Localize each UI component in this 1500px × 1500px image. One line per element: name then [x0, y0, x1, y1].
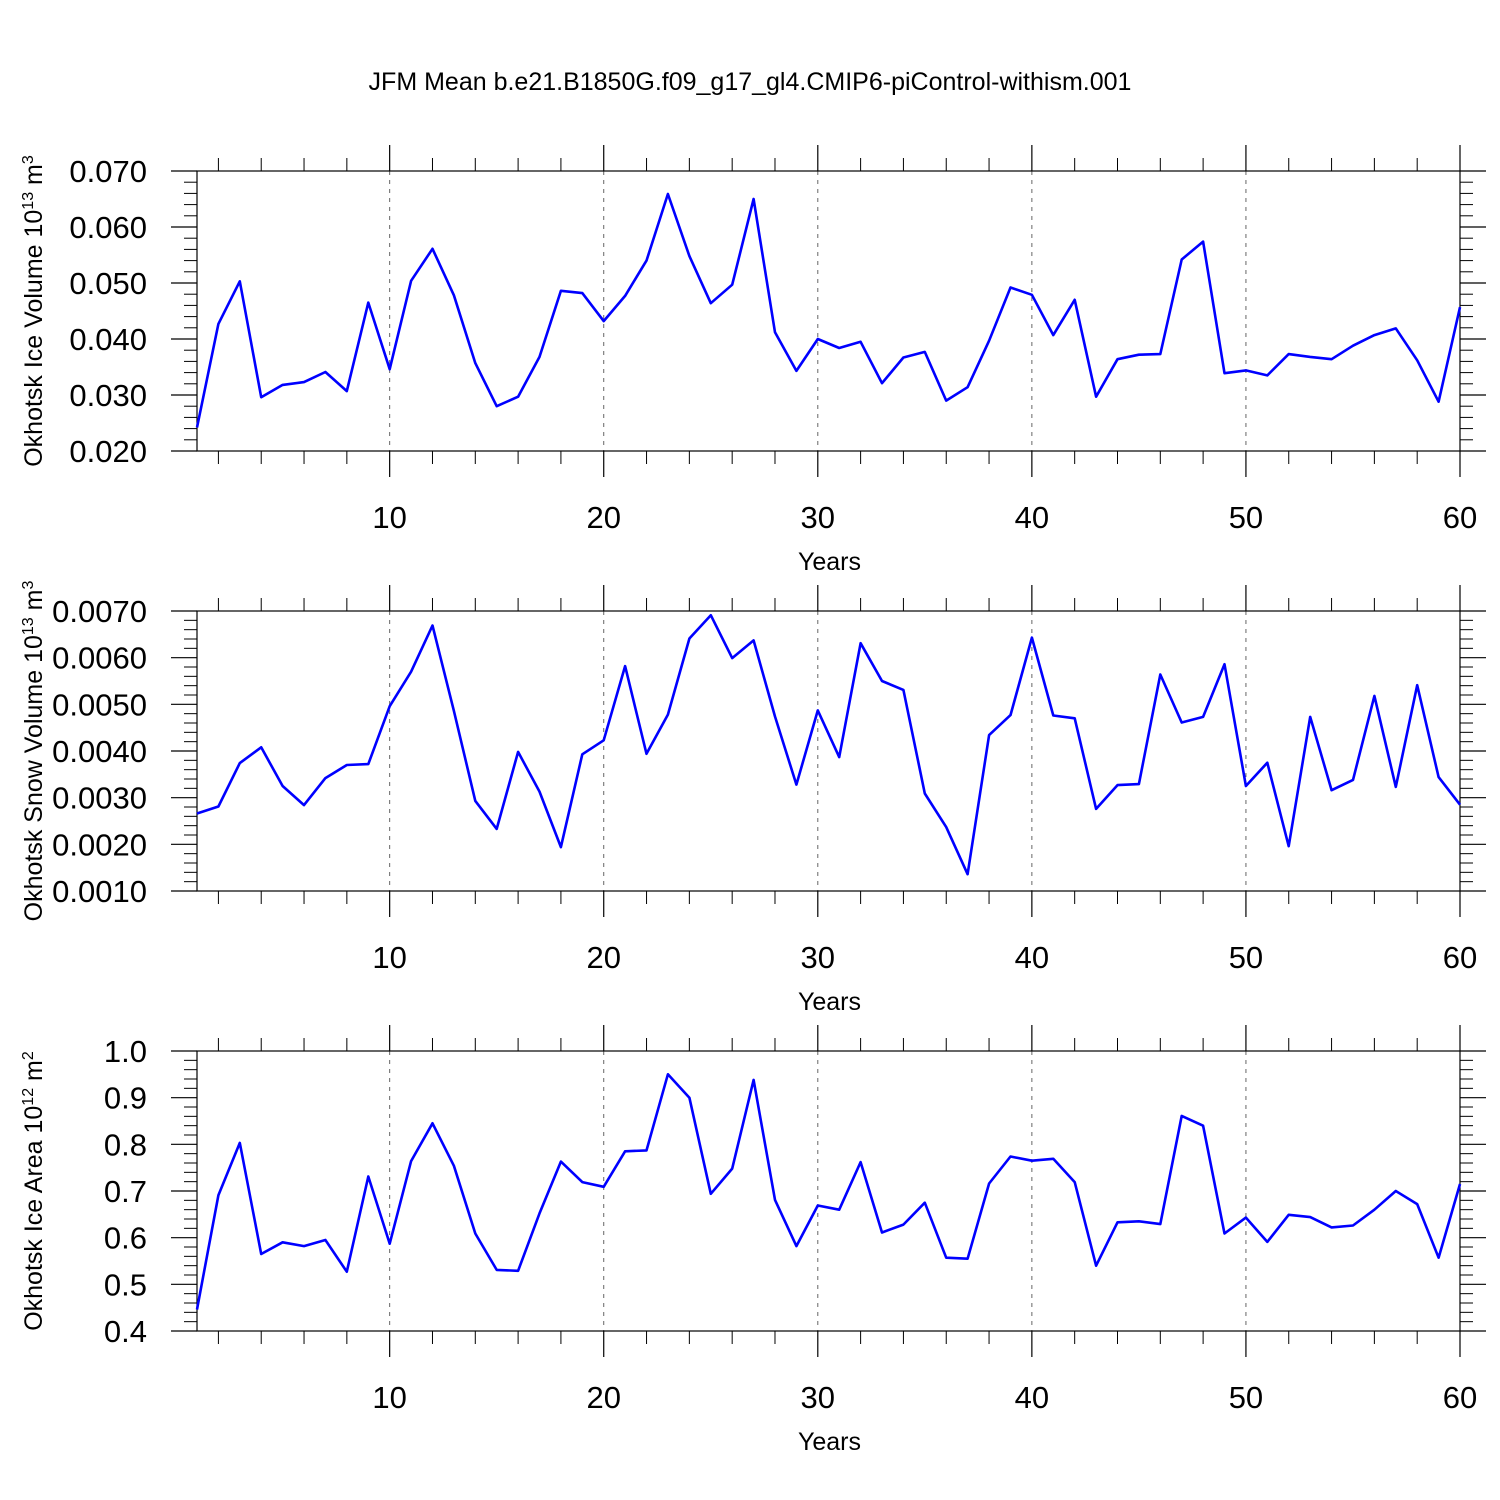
x-tick-label: 20 [586, 940, 620, 975]
y-axis-title: Okhotsk Ice Volume 1013 m3 [20, 155, 48, 467]
snow-volume-panel: 10 20 30 40 50 60 0.0010 0.0020 0.0030 0.0040 0.00… [20, 581, 1486, 1016]
x-tick-label: 40 [1015, 940, 1049, 975]
x-tick-label: 40 [1015, 500, 1049, 535]
x-tick-label: 40 [1015, 1380, 1049, 1415]
plot-frame [196, 1050, 1461, 1332]
plot-frame [196, 170, 1461, 452]
x-tick-label: 60 [1443, 1380, 1477, 1415]
y-tick-label: 0.0070 [52, 594, 147, 629]
y-axis-title: Okhotsk Ice Area 1012 m2 [20, 1051, 48, 1331]
x-tick-label: 30 [801, 940, 835, 975]
y-tick-label: 0.020 [69, 434, 147, 469]
x-tick-label: 30 [801, 500, 835, 535]
ice-volume-series-line [195, 192, 1462, 428]
y-tick-label: 1.0 [104, 1034, 147, 1069]
plot-frame [196, 610, 1461, 892]
x-tick-label: 50 [1229, 940, 1263, 975]
ice-volume-panel: 10 20 30 40 50 60 0.020 0.030 0.040 0.050 0.060 0.0… [20, 145, 1486, 576]
x-tick-label: 10 [372, 1380, 406, 1415]
y-axis-title: Okhotsk Snow Volume 1013 m3 [20, 581, 48, 922]
x-axis-title: Years [798, 1428, 861, 1456]
x-tick-label: 20 [586, 500, 620, 535]
ice-area-series-line [195, 1073, 1462, 1310]
y-tick-label: 0.0010 [52, 874, 147, 909]
x-tick-label: 50 [1229, 500, 1263, 535]
ice-area-panel: 10 20 30 40 50 60 0.4 0.5 0.6 0.7 0.8 0.9 1.0 Years Ok… [20, 1025, 1486, 1456]
y-tick-label: 0.0040 [52, 734, 147, 769]
x-tick-label: 10 [372, 940, 406, 975]
y-tick-label: 0.4 [104, 1314, 147, 1349]
y-tick-label: 0.060 [69, 210, 147, 245]
x-tick-label: 50 [1229, 1380, 1263, 1415]
x-axis-title: Years [798, 988, 861, 1016]
y-tick-label: 0.070 [69, 154, 147, 189]
x-tick-label: 60 [1443, 940, 1477, 975]
y-tick-label: 0.6 [104, 1221, 147, 1256]
y-tick-label: 0.0060 [52, 641, 147, 676]
y-tick-label: 0.030 [69, 378, 147, 413]
x-tick-label: 10 [372, 500, 406, 535]
y-tick-label: 0.0020 [52, 827, 147, 862]
y-tick-label: 0.040 [69, 322, 147, 357]
snow-volume-series-line [196, 613, 1462, 876]
y-tick-label: 0.5 [104, 1267, 147, 1302]
chart-title: JFM Mean b.e21.B1850G.f09_g17_gl4.CMIP6-… [368, 68, 1132, 96]
y-tick-label: 0.8 [104, 1127, 147, 1162]
y-tick-label: 0.050 [69, 266, 147, 301]
y-tick-label: 0.7 [104, 1174, 147, 1209]
x-tick-label: 20 [586, 1380, 620, 1415]
x-tick-label: 60 [1443, 500, 1477, 535]
y-tick-label: 0.9 [104, 1081, 147, 1116]
y-tick-label: 0.0030 [52, 781, 147, 816]
x-tick-label: 30 [801, 1380, 835, 1415]
x-axis-title: Years [798, 548, 861, 576]
y-tick-label: 0.0050 [52, 687, 147, 722]
